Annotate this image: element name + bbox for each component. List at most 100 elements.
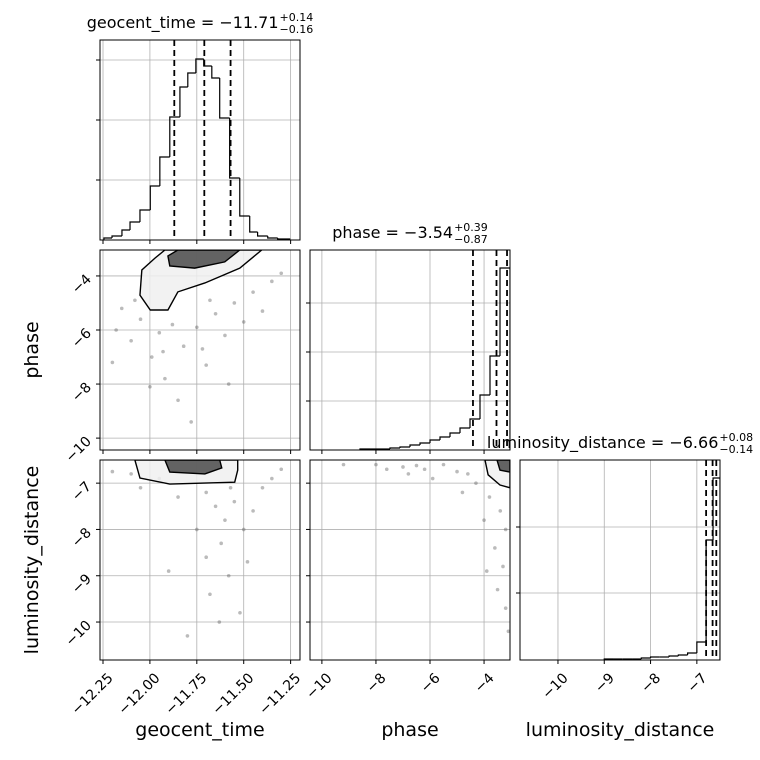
title-superscript: +0.08 bbox=[719, 431, 753, 444]
sample-point bbox=[498, 509, 503, 513]
sample-point bbox=[219, 541, 224, 546]
histogram-bin bbox=[121, 229, 131, 236]
y-tick-label: −6 bbox=[69, 325, 95, 351]
sample-point bbox=[503, 527, 508, 532]
histogram-bin bbox=[139, 209, 151, 222]
sample-point bbox=[176, 495, 180, 499]
histogram-bin bbox=[479, 394, 490, 419]
sample-point bbox=[482, 518, 486, 522]
sample-point bbox=[119, 306, 124, 311]
panel-frame bbox=[99, 459, 301, 661]
y-tick-label: −9 bbox=[69, 571, 95, 597]
histogram-bin bbox=[419, 442, 430, 445]
sample-point bbox=[129, 472, 133, 476]
sample-point bbox=[149, 355, 154, 359]
sample-point bbox=[213, 311, 218, 316]
title-subscript: −0.87 bbox=[454, 233, 488, 246]
histogram-bin bbox=[129, 221, 140, 230]
sample-point bbox=[163, 376, 167, 381]
histogram-bin bbox=[409, 444, 420, 447]
sample-point bbox=[226, 382, 231, 386]
sample-point bbox=[226, 573, 231, 578]
contour bbox=[167, 250, 241, 269]
sample-point bbox=[455, 469, 459, 474]
y-tick-label: −7 bbox=[69, 479, 95, 505]
sample-point bbox=[495, 587, 500, 592]
sample-point bbox=[270, 476, 274, 481]
sample-point bbox=[181, 344, 186, 349]
sample-point bbox=[170, 322, 175, 327]
sample-point bbox=[110, 360, 115, 365]
sample-point bbox=[422, 467, 427, 472]
histogram-bin bbox=[399, 446, 410, 448]
histogram-bin bbox=[668, 655, 679, 657]
sample-point bbox=[260, 309, 265, 313]
panel bbox=[310, 250, 510, 450]
panel-frame bbox=[99, 39, 301, 241]
sample-point bbox=[232, 301, 237, 305]
x-axis-label: phase bbox=[381, 719, 438, 741]
panel-frame bbox=[309, 249, 511, 451]
sample-point bbox=[241, 320, 246, 324]
sample-point bbox=[430, 476, 435, 481]
sample-point bbox=[503, 606, 508, 610]
y-tick-label: −10 bbox=[63, 434, 95, 466]
histogram-bin bbox=[499, 267, 510, 450]
sample-point bbox=[208, 298, 212, 303]
sample-point bbox=[138, 485, 143, 490]
panel-title: luminosity_distance = −6.66 bbox=[487, 433, 718, 453]
sample-point bbox=[189, 420, 193, 424]
sample-point bbox=[217, 620, 222, 624]
x-tick-label: −6 bbox=[418, 670, 444, 696]
x-tick-label: −10 bbox=[303, 670, 335, 702]
sample-point bbox=[466, 472, 470, 476]
sample-point bbox=[241, 527, 246, 532]
panel bbox=[520, 460, 720, 660]
sample-point bbox=[487, 495, 492, 499]
histogram-bin bbox=[469, 418, 480, 428]
histogram-bin bbox=[267, 236, 278, 239]
panel-title: phase = −3.54 bbox=[332, 223, 453, 242]
sample-point bbox=[493, 546, 497, 550]
x-tick-label: −4 bbox=[472, 670, 498, 696]
x-tick-label: −12.25 bbox=[69, 670, 117, 718]
histogram-bin bbox=[640, 657, 651, 659]
x-tick-label: −8 bbox=[364, 670, 390, 696]
sample-point bbox=[341, 462, 346, 467]
histogram-bin bbox=[239, 178, 250, 217]
title-subscript: −0.16 bbox=[280, 23, 314, 36]
sample-point bbox=[251, 509, 255, 513]
sample-point bbox=[213, 504, 218, 509]
sample-point bbox=[374, 462, 378, 467]
sample-point bbox=[506, 629, 510, 634]
x-tick-label: −8 bbox=[638, 670, 664, 696]
sample-point bbox=[238, 610, 242, 615]
y-tick-label: −8 bbox=[69, 380, 95, 406]
histogram-bin bbox=[459, 427, 470, 433]
sample-point bbox=[260, 485, 265, 490]
histogram-bin bbox=[111, 235, 122, 238]
panel-frame bbox=[309, 459, 511, 661]
sample-point bbox=[204, 555, 208, 560]
histogram-bin bbox=[103, 237, 113, 240]
sample-point bbox=[484, 569, 489, 573]
sample-point bbox=[200, 347, 205, 351]
sample-point bbox=[195, 527, 199, 532]
panel-title: geocent_time = −11.71 bbox=[87, 13, 279, 33]
x-tick-label: −11.25 bbox=[256, 670, 304, 718]
sample-point bbox=[474, 481, 478, 485]
x-tick-label: −10 bbox=[539, 670, 571, 702]
title-subscript: −0.14 bbox=[719, 443, 753, 456]
sample-point bbox=[185, 634, 190, 638]
histogram-bin bbox=[229, 118, 240, 179]
y-axis-label: luminosity_distance bbox=[21, 466, 43, 655]
sample-point bbox=[195, 325, 199, 330]
x-tick-label: −7 bbox=[685, 670, 711, 696]
histogram-bin bbox=[686, 652, 697, 655]
histogram-bin bbox=[187, 72, 196, 87]
sample-point bbox=[133, 298, 137, 303]
x-tick-label: −12.00 bbox=[116, 670, 164, 718]
histogram-bin bbox=[712, 477, 720, 660]
histogram-bin bbox=[256, 232, 268, 237]
